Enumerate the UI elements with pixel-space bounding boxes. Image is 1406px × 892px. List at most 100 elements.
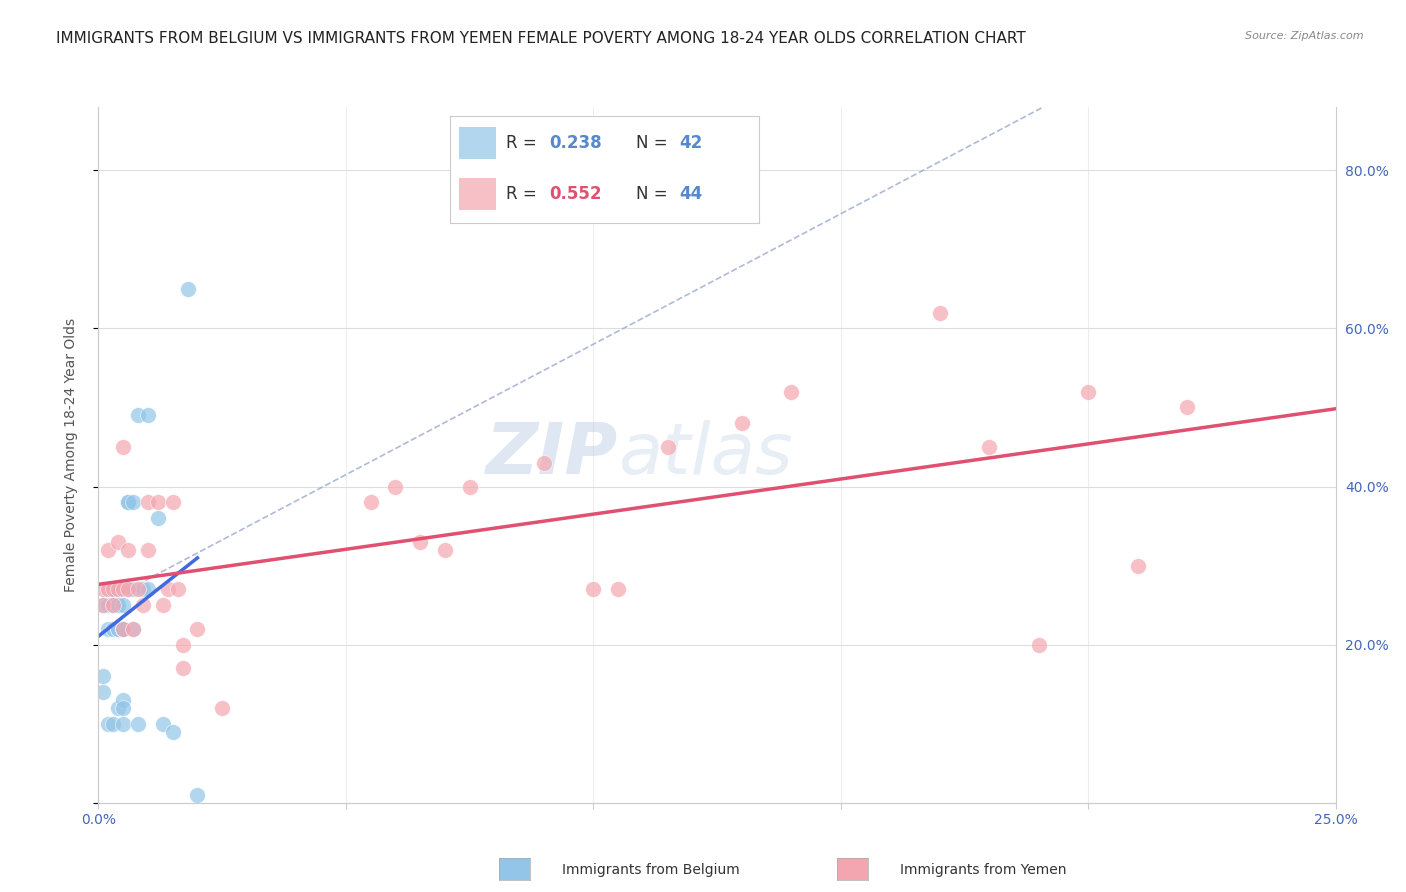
- Point: [112, 622, 135, 636]
- Text: 44: 44: [679, 186, 702, 203]
- Point: [97, 582, 120, 597]
- Point: [1077, 384, 1099, 399]
- Point: [731, 417, 754, 431]
- Point: [107, 622, 129, 636]
- Point: [112, 622, 135, 636]
- Point: [607, 582, 630, 597]
- Point: [1175, 401, 1198, 415]
- Point: [103, 582, 125, 597]
- Point: [136, 542, 159, 557]
- Point: [103, 716, 125, 731]
- Point: [117, 542, 139, 557]
- Point: [136, 409, 159, 423]
- Point: [186, 622, 208, 636]
- Point: [979, 440, 1001, 454]
- Text: atlas: atlas: [619, 420, 793, 490]
- Point: [97, 716, 120, 731]
- Point: [162, 724, 184, 739]
- Point: [433, 542, 456, 557]
- Point: [657, 440, 679, 454]
- Bar: [460, 178, 496, 211]
- Point: [211, 701, 233, 715]
- Point: [117, 495, 139, 509]
- Point: [117, 582, 139, 597]
- Point: [103, 598, 125, 612]
- Point: [458, 479, 481, 493]
- Point: [127, 582, 149, 597]
- Point: [107, 582, 129, 597]
- Text: 0.552: 0.552: [548, 186, 602, 203]
- Point: [112, 598, 135, 612]
- Point: [172, 661, 194, 675]
- Point: [97, 582, 120, 597]
- Point: [132, 598, 155, 612]
- Point: [112, 440, 135, 454]
- Point: [103, 622, 125, 636]
- Point: [533, 456, 555, 470]
- Point: [93, 582, 115, 597]
- Point: [928, 305, 950, 319]
- Point: [93, 598, 115, 612]
- Point: [107, 598, 129, 612]
- Point: [122, 582, 145, 597]
- Point: [97, 622, 120, 636]
- Point: [97, 542, 120, 557]
- Point: [122, 495, 145, 509]
- Point: [107, 534, 129, 549]
- Point: [156, 582, 179, 597]
- Point: [146, 511, 169, 525]
- Point: [1126, 558, 1149, 573]
- Y-axis label: Female Poverty Among 18-24 Year Olds: Female Poverty Among 18-24 Year Olds: [63, 318, 77, 592]
- Point: [107, 598, 129, 612]
- Point: [152, 598, 174, 612]
- Point: [384, 479, 406, 493]
- Point: [97, 598, 120, 612]
- Text: IMMIGRANTS FROM BELGIUM VS IMMIGRANTS FROM YEMEN FEMALE POVERTY AMONG 18-24 YEAR: IMMIGRANTS FROM BELGIUM VS IMMIGRANTS FR…: [56, 31, 1026, 46]
- Point: [112, 701, 135, 715]
- Point: [780, 384, 803, 399]
- Point: [122, 622, 145, 636]
- Text: Immigrants from Yemen: Immigrants from Yemen: [900, 863, 1066, 877]
- Point: [152, 716, 174, 731]
- Point: [112, 693, 135, 707]
- Point: [162, 495, 184, 509]
- Point: [107, 582, 129, 597]
- Point: [112, 622, 135, 636]
- Point: [112, 716, 135, 731]
- Text: ZIP: ZIP: [486, 420, 619, 490]
- Point: [122, 622, 145, 636]
- Point: [107, 701, 129, 715]
- Point: [112, 582, 135, 597]
- Point: [176, 282, 198, 296]
- Point: [409, 534, 432, 549]
- Point: [146, 495, 169, 509]
- Point: [93, 669, 115, 683]
- Point: [117, 495, 139, 509]
- Point: [132, 582, 155, 597]
- Point: [112, 622, 135, 636]
- Point: [582, 582, 605, 597]
- Text: 0.238: 0.238: [548, 134, 602, 152]
- Text: R =: R =: [506, 134, 541, 152]
- Point: [172, 638, 194, 652]
- Text: R =: R =: [506, 186, 541, 203]
- Point: [1028, 638, 1050, 652]
- Point: [103, 582, 125, 597]
- Text: N =: N =: [636, 186, 672, 203]
- Point: [127, 716, 149, 731]
- Text: N =: N =: [636, 134, 672, 152]
- Point: [93, 685, 115, 699]
- Bar: [460, 127, 496, 159]
- Text: 42: 42: [679, 134, 702, 152]
- Text: Immigrants from Belgium: Immigrants from Belgium: [562, 863, 740, 877]
- Point: [166, 582, 188, 597]
- Point: [103, 582, 125, 597]
- Point: [360, 495, 382, 509]
- Text: Source: ZipAtlas.com: Source: ZipAtlas.com: [1246, 31, 1364, 41]
- Point: [127, 409, 149, 423]
- Point: [107, 582, 129, 597]
- Point: [107, 622, 129, 636]
- Point: [117, 582, 139, 597]
- Point: [136, 582, 159, 597]
- Point: [136, 495, 159, 509]
